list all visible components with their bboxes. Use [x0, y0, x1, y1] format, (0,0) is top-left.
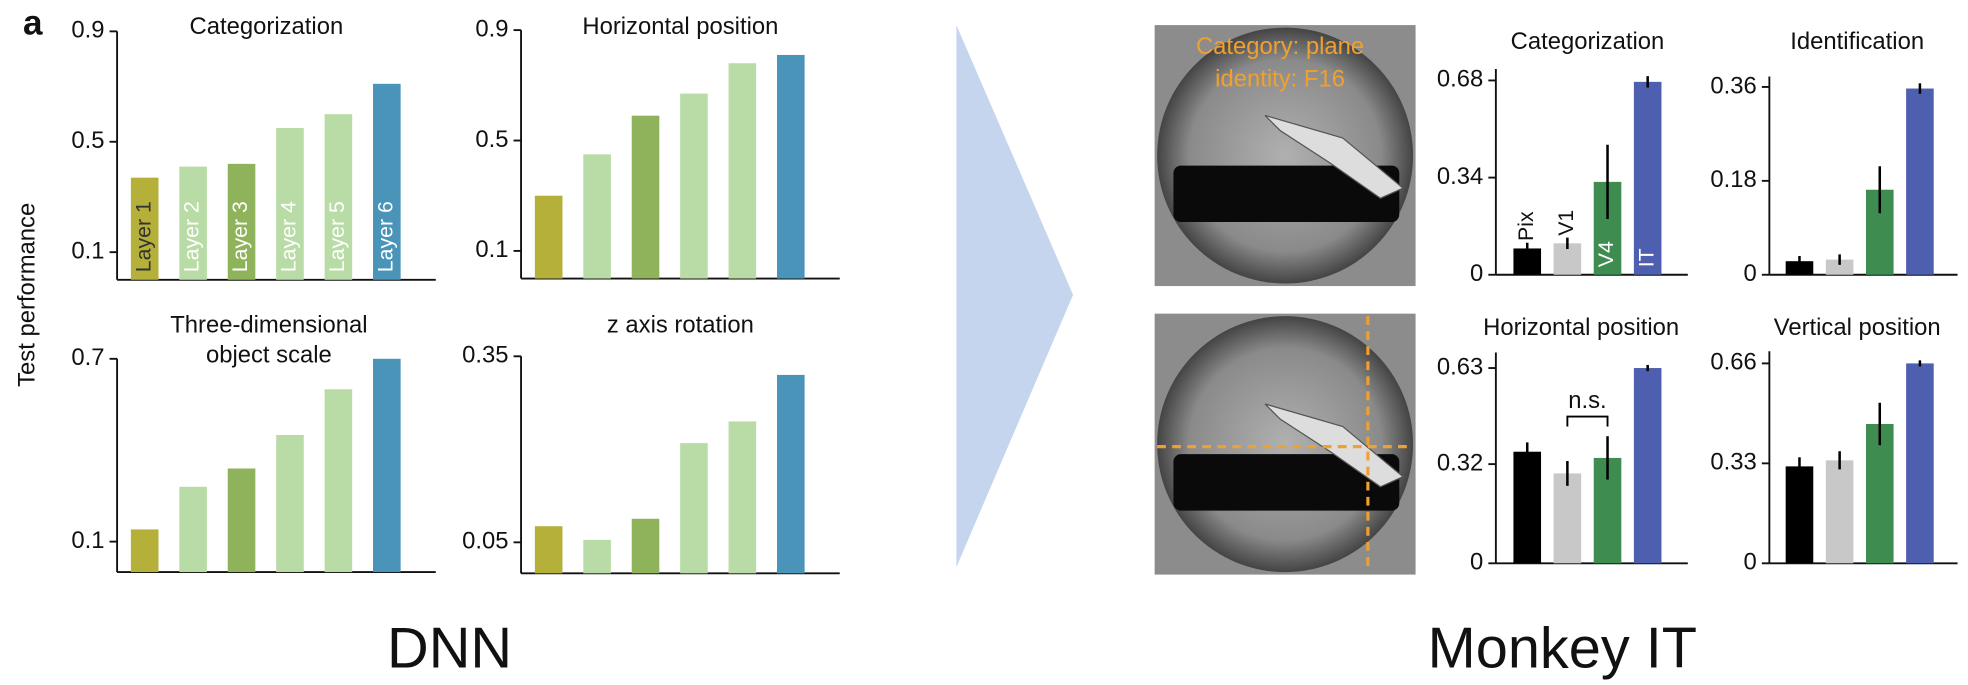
image-label: identity: F16 [1215, 66, 1345, 93]
y-tick-label: 0.5 [475, 126, 508, 153]
bar [632, 116, 660, 279]
category-label: Layer 3 [228, 201, 252, 272]
chart-title: Categorization [190, 13, 344, 40]
bar-chart: Three-dimensional object scale 0.1 0.7 [71, 311, 435, 572]
y-tick-label: 0.7 [71, 344, 104, 371]
bar [1634, 368, 1662, 563]
caption: Monkey IT [1428, 617, 1697, 681]
bar-chart: Horizontal position 0 0.32 0.63 n.s. [1437, 314, 1688, 576]
chart-title: object scale [206, 342, 332, 369]
bar [535, 526, 563, 573]
annotation: n.s. [1568, 387, 1606, 414]
y-tick-label: 0.9 [475, 15, 508, 42]
chart-title: Categorization [1511, 28, 1665, 55]
category-label: IT [1634, 248, 1658, 267]
bar [1554, 473, 1582, 563]
y-tick-label: 0.1 [71, 527, 104, 554]
y-tick-label: 0.1 [71, 237, 104, 264]
bar [1634, 82, 1662, 275]
y-tick-label: 0.9 [71, 17, 104, 44]
y-tick-label: 0 [1744, 260, 1757, 287]
bar-chart: Horizontal position 0.1 0.5 0.9 [475, 13, 839, 279]
category-label: Layer 4 [277, 201, 301, 272]
chart-title: Identification [1790, 28, 1924, 55]
bar [1906, 89, 1934, 275]
bar [729, 421, 757, 573]
stimulus-image [1155, 314, 1416, 575]
bar-chart: z axis rotation 0.05 0.35 [462, 311, 840, 573]
bar [1786, 466, 1814, 563]
chart-title: Three-dimensional [170, 311, 367, 338]
bar [632, 519, 660, 574]
bar-chart: Categorization 0 0.34 0.68 Pix V1 V4 IT [1437, 28, 1688, 287]
category-label: V4 [1594, 241, 1618, 267]
y-tick-label: 0.34 [1437, 163, 1483, 190]
y-tick-label: 0.35 [462, 342, 508, 369]
bar [1513, 452, 1541, 564]
page: a Test performance Category: plane ident… [0, 0, 1968, 685]
chart-title: Horizontal position [1483, 314, 1679, 341]
bar [583, 540, 611, 573]
bar-chart: Categorization 0.1 0.5 0.9 Layer 1 Layer 2 Lay… [71, 13, 435, 280]
caption: DNN [387, 617, 512, 681]
panel-label: a [23, 3, 43, 42]
bar [131, 529, 159, 572]
bar [680, 443, 708, 573]
y-tick-label: 0 [1470, 260, 1483, 287]
bar [373, 359, 401, 572]
bar [325, 389, 353, 572]
category-label: V1 [1554, 210, 1578, 236]
bar [228, 468, 256, 572]
bar [1906, 363, 1934, 563]
category-label: Pix [1514, 211, 1538, 241]
category-label: Layer 1 [131, 201, 155, 272]
y-axis-label: Test performance [13, 203, 40, 387]
y-tick-label: 0.63 [1437, 353, 1483, 380]
y-tick-label: 0.1 [475, 236, 508, 263]
category-label: Layer 6 [373, 201, 397, 272]
image-label: Category: plane [1196, 33, 1364, 60]
arrow [956, 25, 1073, 567]
stimulus-image [1155, 25, 1416, 286]
bar [535, 196, 563, 279]
bar [680, 94, 708, 279]
y-tick-label: 0.68 [1437, 66, 1483, 93]
y-tick-label: 0.18 [1710, 166, 1756, 193]
y-tick-label: 0 [1744, 549, 1757, 576]
bar [777, 375, 805, 573]
bar [1826, 460, 1854, 563]
y-tick-label: 0 [1470, 549, 1483, 576]
category-label: Layer 2 [180, 201, 204, 272]
significance-bracket [1567, 417, 1607, 427]
chart-title: Horizontal position [582, 13, 778, 40]
figure: a Test performance Category: plane ident… [0, 0, 1968, 685]
y-tick-label: 0.36 [1710, 72, 1756, 99]
bar [179, 487, 207, 572]
bar [276, 435, 304, 572]
bar [583, 154, 611, 278]
chart-title: Vertical position [1774, 314, 1941, 341]
chart-title: z axis rotation [607, 311, 754, 338]
bar-chart: Vertical position 0 0.33 0.66 [1710, 314, 1957, 576]
bar [777, 55, 805, 279]
bar [729, 63, 757, 278]
y-tick-label: 0.5 [71, 127, 104, 154]
y-tick-label: 0.05 [462, 528, 508, 555]
y-tick-label: 0.66 [1710, 349, 1756, 376]
y-tick-label: 0.32 [1437, 449, 1483, 476]
category-label: Layer 5 [325, 201, 349, 272]
bar-chart: Identification 0 0.18 0.36 [1710, 28, 1957, 287]
y-tick-label: 0.33 [1710, 449, 1756, 476]
